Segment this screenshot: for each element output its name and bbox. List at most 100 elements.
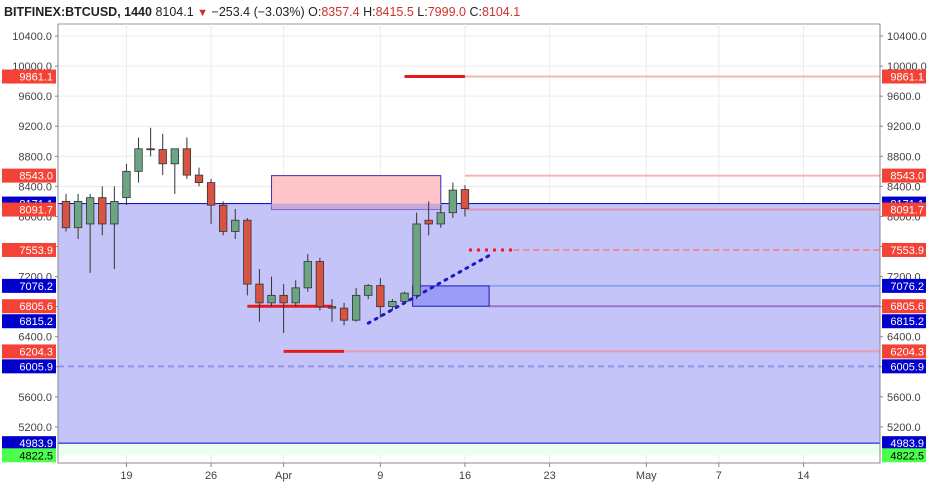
x-tick-label: May xyxy=(636,470,657,482)
price-badge-left xyxy=(2,278,56,293)
candle-body xyxy=(436,212,445,225)
price-badge-label-right: 8091.7 xyxy=(890,205,924,217)
price-badge-label-right: 7076.2 xyxy=(890,281,924,293)
open-value: 8357.4 xyxy=(321,5,360,19)
open-label: O: xyxy=(308,5,322,19)
price-badge-label-right: 4822.5 xyxy=(890,450,924,462)
price-badge-label-left: 7076.2 xyxy=(19,281,53,293)
y-tick-label-right: 8800.0 xyxy=(887,151,921,163)
y-tick-label-right: 6400.0 xyxy=(887,332,921,344)
candle-body xyxy=(388,300,397,308)
price-badge-left xyxy=(2,202,56,217)
candle-body xyxy=(61,201,71,229)
candle-body xyxy=(146,148,155,151)
last-price: 8104.1 xyxy=(155,5,194,19)
price-badge-right xyxy=(882,69,926,84)
price-badge-label-left: 7553.9 xyxy=(19,245,53,257)
price-badge-label-left: 6204.3 xyxy=(19,346,53,358)
price-badge-label-left: 4983.9 xyxy=(19,438,53,450)
price-badge-right xyxy=(882,299,926,314)
x-tick-label: 7 xyxy=(716,470,722,482)
candle-body xyxy=(376,285,385,308)
candle-body xyxy=(86,197,95,225)
price-badge-left xyxy=(2,359,56,374)
price-badge-label-right: 6204.3 xyxy=(890,346,924,358)
candle-body xyxy=(134,148,143,172)
zone-overlap xyxy=(271,203,441,210)
price-badge-label-left: 6815.2 xyxy=(19,316,53,328)
candle-body xyxy=(327,306,337,309)
support-zone xyxy=(57,203,881,444)
price-badge-right xyxy=(882,448,926,463)
price-badge-left xyxy=(2,448,56,463)
candle-body xyxy=(448,189,458,214)
trend-dots-blue xyxy=(366,254,491,325)
candle-body xyxy=(98,197,107,225)
y-tick-label-left: 8800.0 xyxy=(18,151,52,163)
candle-body xyxy=(255,283,264,304)
candle-body xyxy=(279,294,288,304)
candle-body xyxy=(194,174,204,184)
price-badge-label-right: 6815.2 xyxy=(890,316,924,328)
price-badge-right xyxy=(882,359,926,374)
triangle-down-icon: ▼ xyxy=(197,7,209,19)
price-change: −253.4 (−3.03%) xyxy=(211,5,305,19)
chart-header: BITFINEX:BTCUSD, 1440 8104.1 ▼ −253.4 (−… xyxy=(4,2,520,22)
y-tick-label-left: 9200.0 xyxy=(18,121,52,133)
candle-body xyxy=(73,201,83,229)
y-tick-label-right: 9600.0 xyxy=(887,91,921,103)
y-tick-label-right: 8400.0 xyxy=(887,181,921,193)
green-band xyxy=(58,444,880,456)
candle-body xyxy=(303,261,312,289)
price-badge-label-right: 8543.0 xyxy=(890,171,924,183)
price-badge-left xyxy=(2,168,56,183)
high-value: 8415.5 xyxy=(375,5,414,19)
close-label: C: xyxy=(469,5,482,19)
x-tick-label: 23 xyxy=(543,470,555,482)
price-badge-label-right: 6005.9 xyxy=(890,361,924,373)
candle-body xyxy=(243,219,252,285)
price-badge-right xyxy=(882,314,926,329)
price-badge-label-left: 6005.9 xyxy=(19,361,53,373)
price-badge-right xyxy=(882,202,926,217)
price-badge-right xyxy=(882,168,926,183)
candle-body xyxy=(460,189,470,210)
candle-body xyxy=(364,285,373,296)
price-badge-label-left: 8543.0 xyxy=(19,171,53,183)
price-badge-label-left: 9861.1 xyxy=(19,72,53,84)
close-value: 8104.1 xyxy=(481,5,521,19)
candle-body xyxy=(352,294,361,321)
y-tick-label-right: 9200.0 xyxy=(887,121,921,133)
y-tick-label-left: 5600.0 xyxy=(18,392,52,404)
low-label: L: xyxy=(417,5,428,19)
y-tick-label-left: 9600.0 xyxy=(18,91,52,103)
price-badge-label-right: 7553.9 xyxy=(890,245,924,257)
y-tick-label-right: 5200.0 xyxy=(887,422,921,434)
symbol-label: BITFINEX:BTCUSD, 1440 xyxy=(4,5,152,19)
candle-body xyxy=(219,204,228,232)
candle-body xyxy=(291,287,300,304)
y-tick-label-left: 8400.0 xyxy=(18,181,52,193)
price-badge-left xyxy=(2,436,56,451)
price-badge-left xyxy=(2,314,56,329)
price-badge-left xyxy=(2,69,56,84)
candle-body xyxy=(231,219,240,232)
price-badge-right xyxy=(882,242,926,257)
high-label: H: xyxy=(363,5,376,19)
price-badge-label-right: 4983.9 xyxy=(890,438,924,450)
price-badge-left xyxy=(2,242,56,257)
price-badge-right xyxy=(882,436,926,451)
price-badge-label-left: 8091.7 xyxy=(19,205,53,217)
price-badge-label-left: 4822.5 xyxy=(19,450,53,462)
x-tick-label: Apr xyxy=(275,470,292,482)
price-badge-right xyxy=(882,344,926,359)
candle-body xyxy=(424,219,433,225)
candle-body xyxy=(400,292,409,302)
candle-body xyxy=(339,307,349,321)
candle-body xyxy=(170,148,179,165)
low-value: 7999.0 xyxy=(427,5,466,19)
y-tick-label-right: 5600.0 xyxy=(887,392,921,404)
candle-body xyxy=(412,223,421,296)
price-badge-label-right: 6805.6 xyxy=(890,301,924,313)
